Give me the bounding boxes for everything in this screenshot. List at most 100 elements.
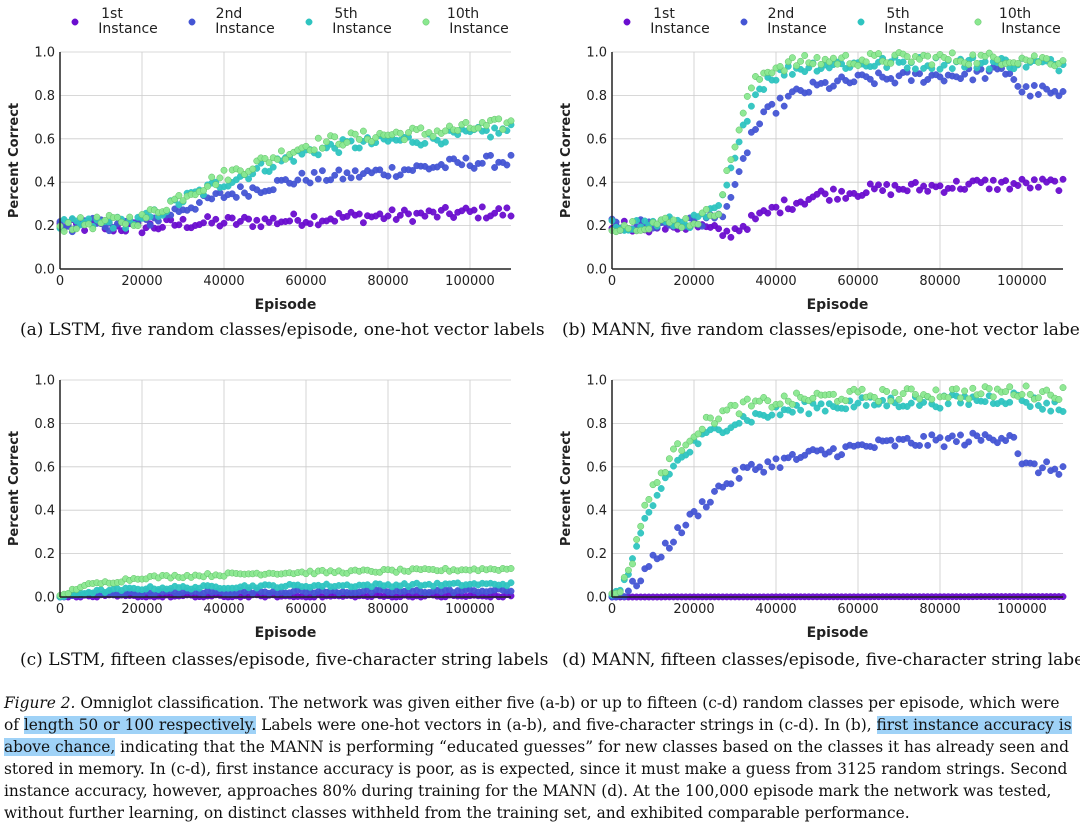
data-point — [331, 217, 339, 225]
data-point — [829, 82, 837, 90]
data-point — [236, 217, 244, 225]
data-point — [993, 186, 1001, 193]
data-point — [694, 440, 702, 448]
data-point — [624, 566, 632, 574]
data-point — [306, 220, 314, 228]
y-tick-label: 0.4 — [586, 176, 607, 191]
data-point — [854, 62, 862, 69]
data-point — [1026, 403, 1034, 411]
data-point — [670, 538, 677, 546]
data-point — [764, 209, 772, 217]
legend-label: Instance — [650, 21, 710, 37]
data-point — [310, 146, 318, 154]
data-point — [903, 53, 911, 61]
data-point — [817, 446, 825, 454]
data-point — [249, 165, 257, 173]
chart-panel-a: 0 20000 40000 60000 80000 100000 0.0 0.2 0.4 0.6 0… — [7, 6, 515, 313]
data-point — [1018, 391, 1026, 398]
data-point — [507, 565, 515, 572]
data-point — [138, 229, 146, 237]
data-point — [657, 553, 665, 561]
data-point — [698, 425, 706, 433]
data-point — [421, 139, 429, 147]
data-point — [829, 185, 837, 193]
data-point — [318, 167, 326, 175]
data-point — [77, 214, 84, 222]
data-point — [678, 529, 686, 537]
data-point — [809, 60, 817, 68]
data-point — [821, 190, 829, 198]
data-point — [175, 192, 183, 199]
data-point — [298, 169, 306, 177]
data-point — [269, 163, 277, 171]
data-point — [801, 200, 809, 208]
data-point — [698, 498, 706, 506]
data-point — [1014, 82, 1022, 90]
x-tick-label: 60000 — [285, 274, 326, 289]
data-point — [735, 474, 743, 482]
data-point — [747, 102, 755, 110]
data-point — [842, 397, 850, 405]
data-point — [940, 189, 948, 196]
data-point — [907, 58, 915, 66]
data-point — [944, 400, 952, 408]
y-tick-label: 0.4 — [586, 504, 607, 519]
data-point — [928, 431, 936, 439]
data-point — [1022, 83, 1030, 91]
data-point — [981, 75, 989, 82]
data-point — [924, 76, 932, 83]
data-point — [323, 138, 330, 146]
y-axis-label: Percent Correct — [7, 103, 22, 218]
data-point — [903, 434, 911, 442]
data-point — [747, 460, 755, 468]
data-point — [780, 392, 788, 400]
data-point — [1051, 87, 1059, 95]
data-point — [793, 62, 800, 70]
data-point — [245, 215, 253, 223]
data-point — [952, 177, 960, 185]
x-tick-label: 100000 — [997, 602, 1047, 617]
data-point — [142, 214, 150, 222]
data-point — [723, 181, 731, 189]
data-point — [809, 394, 817, 402]
y-axis-label: Percent Correct — [559, 103, 574, 218]
data-point — [1059, 175, 1067, 183]
data-point — [723, 202, 731, 210]
y-axis-label: Percent Correct — [559, 431, 574, 546]
data-point — [331, 144, 339, 152]
data-point — [916, 186, 923, 194]
data-point — [113, 213, 121, 221]
legend-label: 5th — [886, 6, 909, 22]
figure-charts: 0 20000 40000 60000 80000 100000 0.0 0.2 0.4 0.6 0… — [7, 6, 1067, 641]
data-point — [969, 76, 977, 84]
data-point — [376, 166, 384, 174]
data-point — [764, 458, 772, 466]
legend-label: 2nd — [216, 6, 243, 22]
data-point — [1010, 76, 1018, 83]
data-point — [126, 213, 134, 221]
data-point — [756, 120, 764, 128]
data-point — [756, 463, 764, 471]
data-point — [719, 191, 727, 199]
data-point — [405, 210, 412, 218]
legend-label: Instance — [767, 21, 827, 37]
data-point — [735, 126, 743, 134]
data-point — [624, 225, 632, 232]
x-tick-label: 80000 — [367, 274, 408, 289]
data-point — [702, 503, 710, 511]
data-point — [756, 75, 764, 83]
data-point — [60, 227, 68, 235]
data-point — [228, 214, 236, 222]
data-point — [208, 173, 216, 181]
data-point — [772, 455, 780, 463]
data-point — [674, 524, 682, 532]
data-point — [343, 169, 351, 177]
legend-label: 1st — [653, 6, 675, 22]
y-tick-label: 0.0 — [586, 591, 607, 606]
data-point — [887, 59, 895, 67]
data-point — [491, 164, 499, 171]
data-point — [948, 49, 956, 57]
data-point — [396, 129, 404, 137]
data-point — [870, 393, 878, 401]
legend-marker — [188, 18, 196, 26]
